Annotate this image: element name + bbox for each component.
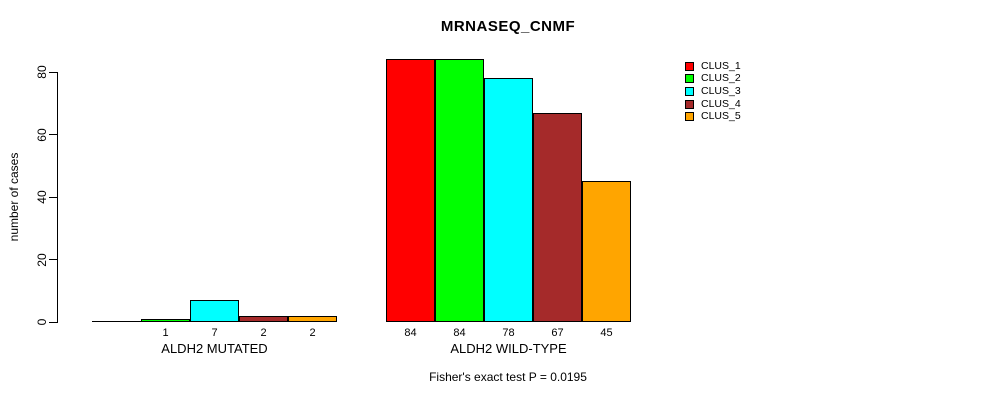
x-axis-group-label: ALDH2 WILD-TYPE <box>450 341 567 356</box>
bar-zero-height <box>92 321 141 322</box>
legend-item: CLUS_2 <box>685 73 741 86</box>
bar <box>141 319 190 322</box>
legend-color-swatch <box>685 112 694 122</box>
bar <box>582 181 631 322</box>
bar <box>239 316 288 322</box>
legend-color-swatch <box>685 86 694 96</box>
y-tick <box>49 259 57 260</box>
legend-label: CLUS_5 <box>701 110 741 123</box>
bar-value-label: 84 <box>453 327 466 339</box>
bar-value-label: 1 <box>162 327 169 339</box>
legend-label: CLUS_2 <box>701 72 741 85</box>
legend-color-swatch <box>685 74 694 84</box>
bar-value-label: 45 <box>600 327 613 339</box>
legend: CLUS_1 CLUS_2 CLUS_3 CLUS_4 CLUS_5 <box>685 60 741 123</box>
y-axis-line <box>57 72 58 323</box>
legend-label: CLUS_1 <box>701 59 741 72</box>
y-tick <box>49 134 57 135</box>
y-tick-label: 20 <box>35 252 49 267</box>
y-tick <box>49 321 57 323</box>
bar <box>435 59 484 322</box>
y-tick-label: 60 <box>35 127 49 142</box>
legend-color-swatch <box>685 61 694 71</box>
legend-item: CLUS_1 <box>685 60 741 73</box>
y-axis-label: number of cases <box>7 152 21 242</box>
legend-label: CLUS_3 <box>701 84 741 97</box>
bar <box>533 113 582 322</box>
bar-value-label: 7 <box>211 327 218 339</box>
legend-item: CLUS_5 <box>685 110 741 123</box>
y-tick-label: 40 <box>35 190 49 204</box>
bar-value-label: 78 <box>502 327 515 339</box>
bar <box>386 59 435 322</box>
bar-value-label: 67 <box>551 327 564 339</box>
y-tick <box>49 71 57 73</box>
bar-value-label: 84 <box>404 327 417 339</box>
y-tick-label: 80 <box>35 65 49 79</box>
bar <box>190 300 239 322</box>
legend-item: CLUS_3 <box>685 85 741 98</box>
bar <box>484 78 533 322</box>
y-tick-label: 0 <box>35 318 49 326</box>
legend-item: CLUS_4 <box>685 98 741 111</box>
chart-title: MRNASEQ_CNMF <box>440 18 576 35</box>
bar <box>288 316 337 322</box>
bar-value-label: 2 <box>309 327 316 339</box>
y-tick <box>49 196 57 198</box>
bar-value-label: 2 <box>260 327 267 339</box>
legend-label: CLUS_4 <box>701 97 741 110</box>
legend-color-swatch <box>685 99 694 109</box>
x-axis-group-label: ALDH2 MUTATED <box>161 341 268 356</box>
annotation: Fisher's exact test P = 0.0195 <box>429 370 587 384</box>
